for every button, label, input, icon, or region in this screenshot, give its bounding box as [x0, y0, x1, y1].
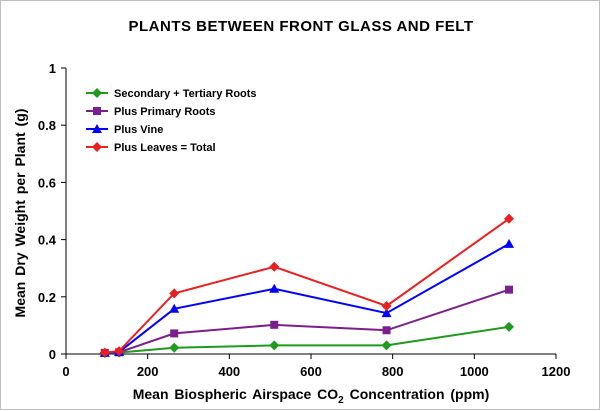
data-point: [169, 303, 180, 313]
x-axis-label-subscript: 2: [338, 395, 344, 406]
data-point: [269, 261, 280, 272]
legend-marker: [92, 124, 102, 133]
axes: 0 0.2 0.4 0.6 0.8 1 0 200 400 600 800 1000 1200: [38, 61, 571, 379]
data-point: [114, 346, 125, 357]
chart-title: PLANTS BETWEEN FRONT GLASS AND FELT: [129, 18, 474, 35]
x-tick-label: 800: [382, 364, 404, 379]
data-point: [382, 326, 391, 335]
legend-label: Plus Primary Roots: [114, 106, 215, 118]
series-line: [104, 217, 510, 354]
y-tick-label: 0.6: [38, 175, 56, 190]
series-2: [99, 238, 515, 357]
x-tick-label: 200: [137, 364, 159, 379]
y-tick-label: 0: [49, 347, 56, 362]
legend-item: Plus Primary Roots: [86, 106, 215, 118]
x-tick-label: 1000: [460, 364, 489, 379]
x-tick-label: 600: [300, 364, 322, 379]
y-tick-label: 0.2: [38, 290, 56, 305]
legend: Secondary + Tertiary Roots Plus Primary R…: [86, 88, 257, 154]
data-point: [504, 213, 515, 224]
data-point: [169, 342, 180, 353]
x-tick-label: 400: [218, 364, 240, 379]
y-tick-label: 0.4: [38, 233, 57, 248]
data-point: [504, 321, 515, 332]
legend-item: Plus Vine: [86, 124, 163, 136]
series-3: [99, 213, 515, 358]
legend-marker: [92, 142, 102, 152]
data-point: [99, 347, 110, 358]
data-point: [269, 340, 280, 351]
x-axis-label-suffix: Concentration (ppm): [344, 386, 490, 402]
legend-label: Plus Leaves = Total: [114, 142, 216, 154]
y-axis-label-group: Mean Dry Weight per Plant (g): [12, 109, 28, 318]
series-line: [104, 288, 510, 354]
y-tick-label: 1: [49, 61, 56, 76]
legend-label: Plus Vine: [114, 124, 163, 136]
data-point: [504, 238, 515, 248]
data-point: [381, 340, 392, 351]
series-line: [104, 325, 510, 355]
y-axis-label: Mean Dry Weight per Plant (g): [12, 109, 28, 318]
data-point: [170, 329, 179, 338]
legend-item: Plus Leaves = Total: [86, 142, 216, 154]
legend-label: Secondary + Tertiary Roots: [114, 88, 257, 100]
legend-marker: [92, 88, 102, 98]
x-axis-label: Mean Biospheric Airspace CO2 Concentrati…: [133, 386, 490, 406]
data-point: [381, 308, 392, 318]
data-point: [269, 283, 280, 293]
x-axis-label-prefix: Mean Biospheric Airspace CO: [133, 386, 339, 402]
legend-item: Secondary + Tertiary Roots: [86, 88, 257, 100]
data-point: [169, 288, 180, 299]
x-tick-label: 0: [62, 364, 69, 379]
data-point: [270, 320, 279, 329]
data-point: [505, 285, 514, 294]
data-point: [381, 300, 392, 311]
x-tick-label: 1200: [542, 364, 571, 379]
legend-marker: [93, 107, 101, 115]
series-layer: [99, 213, 515, 359]
y-tick-label: 0.8: [38, 118, 56, 133]
